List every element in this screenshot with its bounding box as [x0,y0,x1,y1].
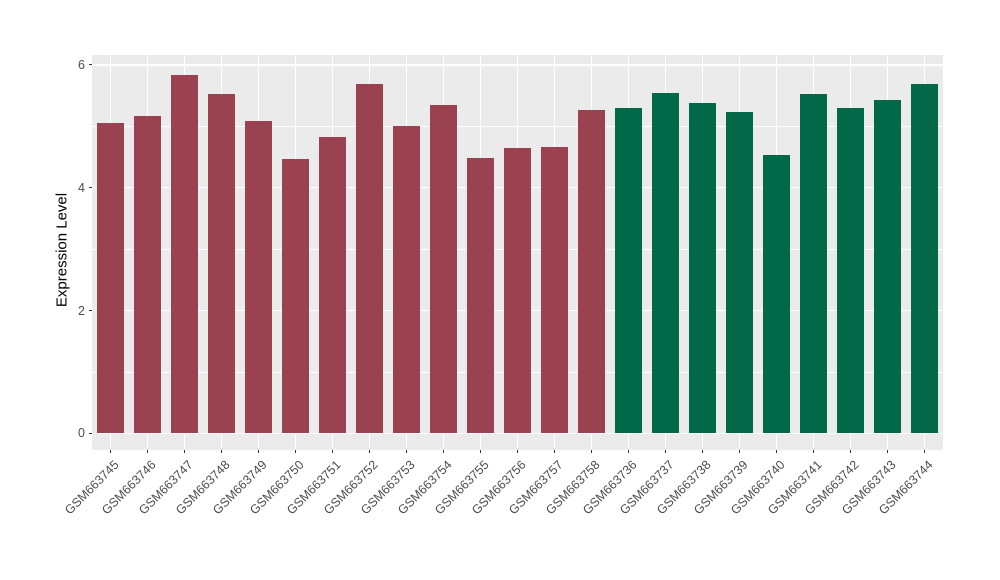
x-tick [258,450,259,453]
x-tick [850,450,851,453]
bar-GSM663753 [393,126,420,434]
bar-GSM663747 [171,75,198,434]
bar-GSM663746 [134,115,161,434]
bar-GSM663745 [97,123,124,434]
bar-GSM663752 [356,83,383,434]
x-tick [517,450,518,453]
bar-GSM663756 [504,147,531,434]
bar-GSM663757 [541,146,568,434]
y-tick [89,310,92,312]
x-tick [702,450,703,453]
y-axis-title: Expression Level [53,192,71,308]
x-tick [480,450,481,453]
bar-GSM663758 [578,110,605,434]
bar-GSM663744 [911,83,938,434]
y-tick-label: 6 [78,57,85,72]
y-tick [89,64,92,66]
x-tick [110,450,111,453]
y-tick-label: 2 [78,303,85,318]
x-tick [739,450,740,453]
bar-GSM663754 [430,105,457,434]
x-tick [295,450,296,453]
x-tick [147,450,148,453]
x-tick [221,450,222,453]
bar-GSM663736 [615,108,642,434]
plot-panel [92,55,943,450]
y-tick [89,187,92,189]
x-tick [443,450,444,453]
x-tick [776,450,777,453]
bar-GSM663742 [837,107,864,434]
x-tick [887,450,888,453]
bar-GSM663748 [208,94,235,434]
bar-GSM663750 [282,159,309,434]
x-tick [924,450,925,453]
x-tick [406,450,407,453]
x-tick [332,450,333,453]
bar-GSM663739 [726,111,753,434]
x-tick [369,450,370,453]
y-tick-label: 4 [78,180,85,195]
y-tick-label: 0 [78,426,85,441]
x-tick [591,450,592,453]
bar-GSM663751 [319,137,346,434]
bar-GSM663755 [467,158,494,434]
x-tick [665,450,666,453]
x-tick [184,450,185,453]
bar-GSM663749 [245,121,272,434]
y-tick [89,432,92,434]
bar-GSM663743 [874,99,901,434]
x-tick [628,450,629,453]
bar-GSM663741 [800,94,827,434]
bar-GSM663738 [689,102,716,434]
x-tick [813,450,814,453]
bar-GSM663737 [652,93,679,434]
bar-GSM663740 [763,155,790,434]
x-tick [554,450,555,453]
